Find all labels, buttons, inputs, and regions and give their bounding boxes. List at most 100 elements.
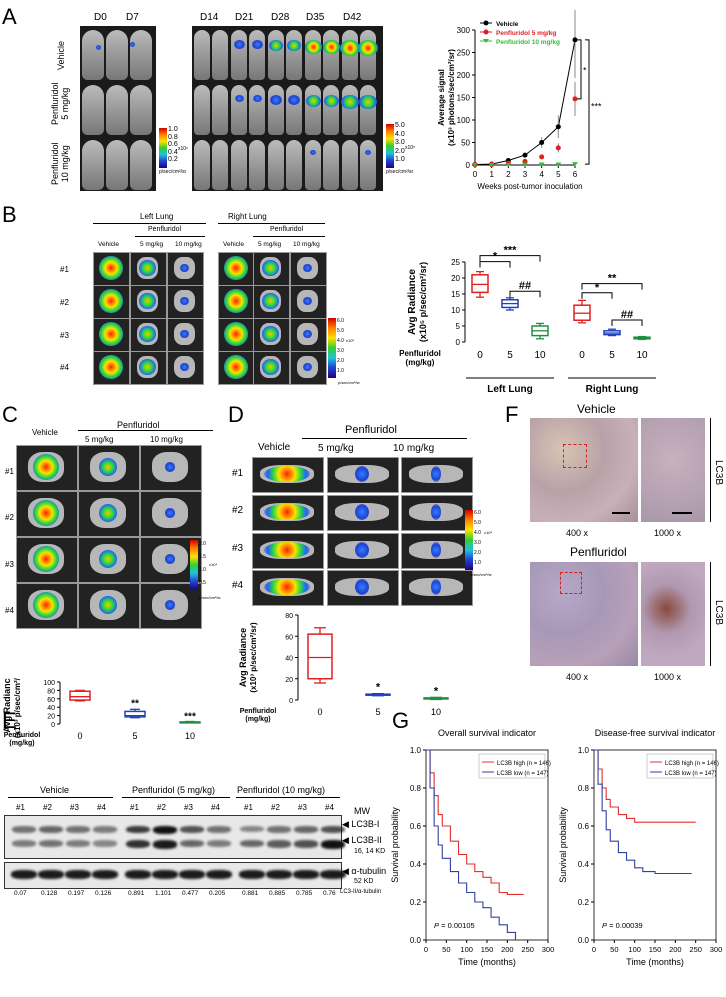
data-point [488,163,495,167]
signal-blob [139,358,156,376]
p-value: P = 0.00105 [434,921,475,930]
x-tick-label: 10 [534,350,546,361]
penfluridol-line [78,430,213,431]
annotation: *** [504,245,518,257]
signal-blob [303,263,312,273]
y-tick-label: 0 [456,338,461,347]
data-point [522,162,528,167]
x-tick-label: 100 [460,945,473,954]
panel-label-g: G [392,708,410,733]
x-tick-label: 0 [77,731,82,741]
ratio-value: 0.785 [296,890,313,897]
sig-bracket [479,261,511,268]
penfluridol-line [253,236,325,237]
y-tick-label: 1.0 [578,746,590,755]
y-tick-label: 0.8 [578,784,590,793]
signal-blob [358,40,378,56]
mag-label: 400 x [566,528,589,538]
signal-blob [165,462,175,472]
x-tick-label: 1 [489,170,494,179]
panel-label-a: A [2,4,17,29]
signal-blob [33,500,59,526]
legend-box [646,753,714,779]
mouse [194,140,210,190]
colorbar-a2-unit: p/sec/cm²/sr [386,169,414,175]
y-tick-label: 0.8 [410,784,422,793]
signal-blob [288,95,300,105]
colorbar-d [465,510,473,570]
plot-frame [425,749,549,941]
signal-blob [251,40,263,49]
signal-blob [431,579,441,595]
signal-blob [304,40,322,54]
scale-bar [672,512,692,514]
x-axis-label: Time (months) [626,957,684,967]
ratio-value: 0.477 [182,890,199,897]
data-point [572,162,578,167]
ratio-value: 0.07 [14,890,27,897]
panel-label-b: B [2,202,17,227]
data-point [572,96,578,102]
y-axis-label: (x10³ photons/sec/cm²/sr) [447,49,456,146]
annotation: ## [621,309,633,321]
scale-bar [612,512,630,514]
survival-curve [594,749,696,823]
signal-blob [264,466,310,482]
x-axis-title: (mg/kg) [245,716,270,723]
signal-blob [223,355,248,379]
colorbar-b [328,318,336,378]
lane-label: #3 [70,803,79,812]
lane-label: #2 [157,803,166,812]
chart-d-box: 0 20 40 60 80 Avg Radiance (x10³ p/sec/cm²/sr)… [238,613,449,723]
lane-label: #3 [184,803,193,812]
day-label: D21 [235,12,254,23]
y-tick-label: 200 [457,71,471,80]
x-tick-label: 0 [579,350,585,361]
lane-label: #2 [271,803,280,812]
mag-label: 1000 x [654,672,682,682]
signal-blob [223,256,248,280]
x-tick-label: 300 [542,945,555,954]
box [124,710,146,718]
x-tick-label: 2 [506,170,511,179]
signal-blob [365,150,371,155]
x-tick-label: 100 [628,945,641,954]
y-tick-label: 0 [51,722,55,729]
lc3b1-band [126,826,150,834]
lc3b1-band [153,826,177,834]
day-label: D14 [200,12,219,23]
x-tick-label: 5 [507,350,513,361]
y-tick-label: 0 [289,698,293,705]
y-tick-label: 80 [285,613,293,620]
tubulin-band [206,870,232,879]
group-label-10mg: Penfluridol 10 mg/kg [50,142,70,185]
signal-blob [223,289,248,313]
y-tick-label: 25 [451,258,460,267]
colorbar-a1-ticks: 1.0 0.8 0.6 0.4 0.2 [168,126,178,163]
legend-label: Penfluridol 10 mg/kg [496,39,560,46]
lane-label: #1 [16,803,25,812]
x-tick-label: 200 [501,945,514,954]
col-label: Vehicle [32,428,58,437]
data-point [505,163,512,167]
lc3b2-band [39,840,63,848]
signal-blob [431,466,441,482]
mouse [231,140,247,190]
y-tick-label: 0 [466,161,471,170]
chart-a-line: 0 50 100 150 200 250 300 0 1 2 3 4 5 6 Weeks post-tumo… [437,10,602,191]
mouse [106,30,128,80]
signal-blob [98,322,123,346]
penfluridol-label: Penfluridol [270,226,304,233]
penfluridol-label: Penfluridol [148,226,182,233]
tubulin-band [239,870,265,879]
legend-label: LC3B high (n = 146) [497,761,551,767]
signal-blob [139,325,156,343]
mouse [360,85,376,135]
e-group-line [236,797,340,798]
day-label: D7 [126,12,139,23]
col-label: 5 mg/kg [85,435,114,444]
row-label: #2 [5,513,14,522]
ihc-vehicle-400x [530,418,638,522]
col-label: 5 mg/kg [140,241,164,248]
signal-blob [340,40,360,56]
